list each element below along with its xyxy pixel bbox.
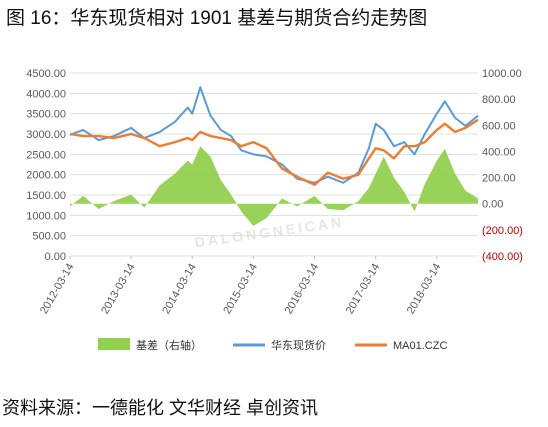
left-axis: 4500.00 4000.00 3500.00 3000.00 2500.00 2000.… xyxy=(26,68,66,263)
left-tick-label: 3000.00 xyxy=(26,129,66,141)
legend-basis: 基差（右轴） xyxy=(98,338,202,352)
x-axis: 2012-03-14 2013-03-14 2014-03-14 2015-03-14… xyxy=(38,256,443,316)
watermark-text: DALONGNEICAN xyxy=(194,214,345,251)
series-futures-line xyxy=(69,118,479,187)
left-tick-label: 1000.00 xyxy=(26,210,66,222)
x-tick-label: 2017-03-14 xyxy=(344,262,383,317)
watermark: DALONGNEICAN xyxy=(194,214,345,251)
x-tick-label: 2014-03-14 xyxy=(160,262,199,317)
x-tick-label: 2016-03-14 xyxy=(283,262,322,317)
right-tick-label: 1000.00 xyxy=(482,68,522,80)
series-basis-area xyxy=(70,146,478,226)
left-tick-label: 4000.00 xyxy=(26,88,66,100)
line-layer xyxy=(69,86,479,187)
right-axis: 1000.00 800.00 600.00 400.00 200.00 0.00 (200.… xyxy=(482,68,523,263)
legend-label: 基差（右轴） xyxy=(136,338,202,352)
left-tick-label: 3500.00 xyxy=(26,109,66,121)
right-tick-label: 600.00 xyxy=(482,120,516,132)
source-note: 资料来源：一德能化 文华财经 卓创资讯 xyxy=(2,398,319,418)
left-tick-label: 4500.00 xyxy=(26,68,66,80)
legend-swatch xyxy=(98,338,130,350)
legend: 基差（右轴） 华东现货价 MA01.CZC xyxy=(98,338,447,352)
right-tick-label: 0.00 xyxy=(482,199,503,211)
x-tick-label: 2013-03-14 xyxy=(99,262,138,317)
basis-area-layer xyxy=(69,146,479,226)
x-tick-label: 2018-03-14 xyxy=(405,262,444,317)
left-tick-label: 1500.00 xyxy=(26,190,66,202)
left-tick-label: 2500.00 xyxy=(26,149,66,161)
figure-title: 图 16：华东现货相对 1901 基差与期货合约走势图 xyxy=(6,8,428,29)
left-tick-label: 500.00 xyxy=(32,231,66,243)
right-tick-label: (200.00) xyxy=(482,225,523,237)
legend-label: MA01.CZC xyxy=(393,340,447,352)
left-tick-label: 2000.00 xyxy=(26,170,66,182)
right-tick-label: 800.00 xyxy=(482,94,516,106)
legend-spot: 华东现货价 xyxy=(233,338,326,352)
right-tick-label: 200.00 xyxy=(482,173,516,185)
legend-label: 华东现货价 xyxy=(271,338,326,352)
chart: DALONGNEICAN 4500.00 4000.00 3500.00 3000.0… xyxy=(26,68,523,352)
left-tick-label: 0.00 xyxy=(45,251,66,263)
x-tick-label: 2012-03-14 xyxy=(38,262,77,317)
legend-futures: MA01.CZC xyxy=(355,340,447,352)
x-tick-label: 2015-03-14 xyxy=(221,262,260,317)
right-tick-label: 400.00 xyxy=(482,146,516,158)
right-tick-label: (400.00) xyxy=(482,251,523,263)
